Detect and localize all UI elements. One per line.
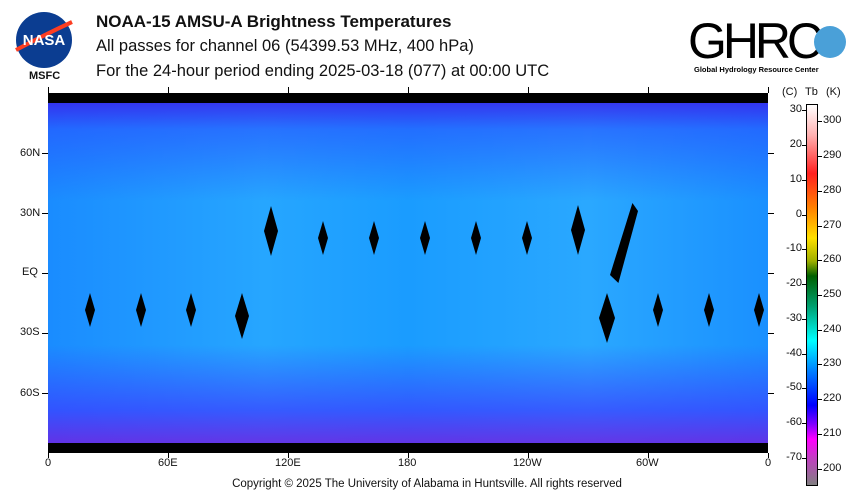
swath-gap [754, 293, 764, 327]
colorbar-celsius-label: 0 [795, 207, 802, 220]
svg-text:NASA: NASA [23, 32, 66, 49]
swath-gap [186, 293, 196, 327]
lat-label: EQ [22, 266, 38, 278]
colorbar-tick [818, 399, 822, 401]
lon-label: 120W [513, 457, 542, 469]
swath-gap [235, 293, 249, 339]
lat-label: 60S [20, 387, 40, 399]
colorbar-kelvin-label: 250 [823, 288, 842, 300]
colorbar-celsius-label: -10 [786, 242, 802, 255]
colorbar-tick [802, 284, 806, 286]
colorbar-kelvin-label: 220 [823, 392, 842, 405]
swath-gap [704, 293, 714, 327]
colorbar-tick [818, 190, 822, 192]
colorbar-kelvin-label: 200 [823, 461, 842, 474]
colorbar-tick [818, 295, 822, 296]
colorbar-tick [802, 145, 806, 147]
nasa-logo: NASA [15, 12, 73, 68]
colorbar-kelvin-label: 270 [823, 218, 842, 231]
lat-label: 60N [20, 147, 41, 159]
colorbar-celsius-label: -30 [786, 311, 802, 324]
colorbar-kelvin-label: 240 [823, 322, 842, 335]
svg-text:Global Hydrology Resource Cent: Global Hydrology Resource Center [694, 65, 819, 74]
colorbar-tick [818, 156, 822, 158]
swath-gap [420, 221, 430, 255]
colorbar-tick [818, 329, 822, 331]
colorbar-tick [802, 110, 806, 112]
colorbar-celsius-label: 10 [789, 172, 802, 185]
no-data-band-south [48, 443, 768, 453]
colorbar-kelvin-label: 260 [823, 253, 842, 266]
swath-gap [522, 221, 532, 255]
chart-title: NOAA-15 AMSU-A Brightness Temperatures [96, 12, 452, 31]
colorbar-tick [818, 433, 822, 435]
colorbar-kelvin-label: 230 [823, 357, 842, 370]
lat-label: 30N [20, 207, 41, 219]
lon-label: 0 [765, 457, 772, 469]
colorbar-tick [802, 179, 806, 181]
colorbar-kelvin-label: 210 [823, 426, 842, 439]
swath-gap [264, 206, 278, 256]
swath-gap [599, 293, 615, 343]
colorbar-celsius-label: -60 [786, 415, 802, 428]
copyright: Copyright © 2025 The University of Alaba… [232, 478, 622, 490]
colorbar-tick [818, 121, 822, 123]
colorbar-celsius-label: -50 [786, 381, 802, 394]
no-data-band-north [48, 93, 768, 103]
lon-label: 0 [45, 457, 52, 469]
colorbar-kelvin-label: 290 [823, 149, 842, 162]
chart-subtitle: All passes for channel 06 (54399.53 MHz,… [96, 37, 474, 55]
chart-period: For the 24-hour period ending 2025-03-18… [96, 62, 550, 80]
colorbar-tick [802, 388, 806, 390]
colorbar [806, 104, 818, 486]
swath-gap [369, 221, 379, 255]
msfc-label: MSFC [29, 70, 61, 82]
colorbar-header-k: (K) [826, 86, 841, 98]
swath-gap [85, 293, 95, 327]
swath-gap [653, 293, 663, 327]
colorbar-tick [802, 318, 806, 320]
colorbar-tick [802, 249, 806, 251]
lat-label: 30S [20, 326, 40, 338]
svg-text:GHRC: GHRC [688, 13, 823, 69]
swath-gap [318, 221, 328, 255]
colorbar-celsius-label: 20 [789, 138, 802, 151]
colorbar-celsius-label: -20 [786, 277, 802, 290]
colorbar-celsius-label: 30 [789, 103, 802, 116]
lon-label: 60W [636, 457, 659, 469]
brightness-temperature-map [48, 93, 768, 453]
swath-gap [610, 203, 638, 283]
lon-label: 60E [158, 457, 178, 469]
colorbar-tick [818, 468, 822, 470]
colorbar-tick [818, 225, 822, 227]
colorbar-celsius-label: -40 [786, 346, 802, 359]
colorbar-kelvin-label: 300 [823, 114, 842, 127]
colorbar-tick [802, 422, 806, 424]
swath-gap [571, 205, 585, 255]
colorbar-kelvin-label: 280 [823, 183, 842, 196]
colorbar-celsius-label: -70 [786, 450, 802, 463]
colorbar-tick [818, 364, 822, 366]
colorbar-tick [818, 260, 822, 262]
colorbar-header-c: (C) [782, 86, 798, 98]
ghrc-logo: GHRC Global Hydrology Resource Center [688, 13, 846, 74]
colorbar-header-tb: Tb [805, 86, 818, 98]
colorbar-tick [802, 214, 806, 216]
colorbar-tick [802, 457, 806, 459]
lon-label: 180 [398, 457, 417, 469]
lon-label: 120E [275, 457, 301, 469]
colorbar-tick [802, 353, 806, 355]
swath-gap [136, 293, 146, 327]
swath-gap [471, 221, 481, 255]
